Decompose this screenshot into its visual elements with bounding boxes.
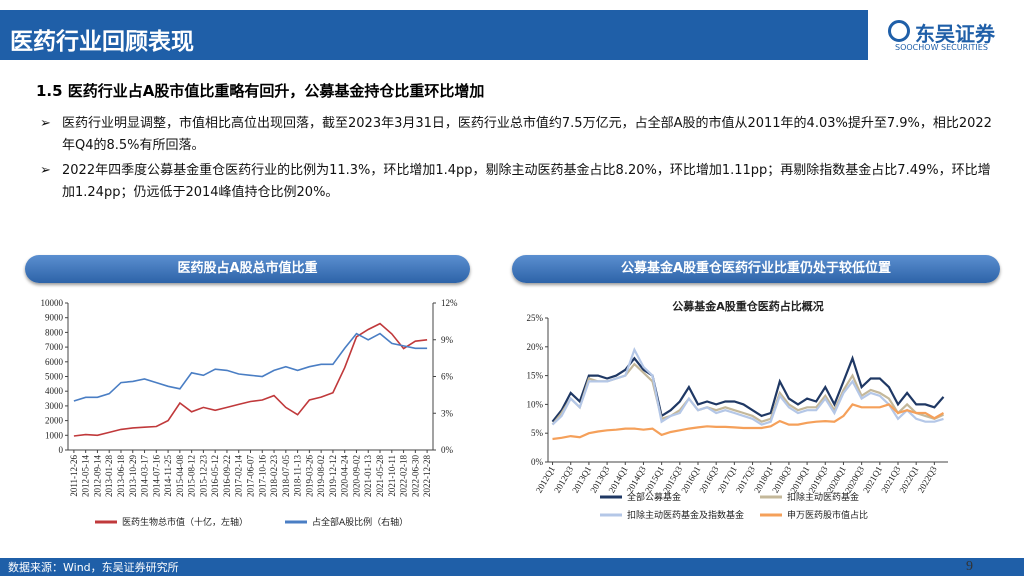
logo-icon [888, 20, 910, 42]
x-tick-label: 2015-08-12 [187, 455, 197, 497]
legend-label: 申万医药股市值占比 [787, 509, 868, 521]
legend-label: 全部公募基金 [627, 491, 681, 503]
series-line [73, 322, 428, 437]
x-tick-label: 2016-05-12 [210, 455, 220, 497]
x-tick-label: 2019-03-26 [304, 455, 314, 497]
y2-tick-label: 6% [441, 372, 454, 382]
x-tick-label: 2013-06-18 [116, 455, 126, 497]
x-tick-label: 2020-09-02 [351, 455, 361, 497]
source-note: 数据来源：Wind，东吴证券研究所 [8, 561, 179, 574]
header-bar [0, 10, 868, 60]
y2-tick-label: 12% [441, 298, 458, 308]
x-tick-label: 2019-12-12 [328, 455, 338, 497]
legend-label: 扣除主动医药基金及指数基金 [627, 509, 744, 521]
chart: 0 1000 2000 3000 4000 5000 6000 7000 8000 9000 100… [41, 298, 459, 528]
x-tick-label: 2018-02-23 [269, 455, 279, 497]
x-tick-label: 2015-04-08 [175, 455, 185, 497]
y2-tick-label: 3% [441, 408, 454, 418]
x-tick-label: 2018-07-05 [281, 455, 291, 497]
series-line [551, 346, 944, 426]
series-line [73, 332, 428, 402]
y-tick-label: 8000 [45, 327, 64, 337]
logo-subtitle: SOOCHOW SECURITIES [895, 43, 988, 52]
y-tick-label: 6000 [45, 357, 64, 367]
y-tick-label: 10000 [41, 298, 64, 308]
legend-label: 扣除主动医药基金 [787, 491, 859, 503]
y-tick-label: 2000 [45, 416, 64, 426]
x-tick-label: 2017-06-07 [246, 455, 256, 497]
x-tick-label: 2021-05-28 [375, 455, 385, 497]
legend-label: 占全部A股比例（右轴） [312, 516, 408, 528]
x-tick-label: 2021-10-11 [387, 455, 397, 497]
x-tick-label: 2013-01-28 [104, 455, 114, 497]
y-tick-label: 9000 [45, 313, 64, 323]
y-tick-label: 7000 [45, 342, 64, 352]
x-tick-label: 2017-02-14 [234, 455, 244, 497]
footer-bar [0, 558, 1024, 576]
y-tick-label: 15% [527, 371, 544, 381]
x-tick-label: 2011-12-26 [69, 455, 79, 497]
x-tick-label: 2012-05-14 [81, 455, 91, 497]
logo-name: 东吴证券 [915, 22, 995, 46]
x-tick-label: 2017-10-16 [257, 455, 267, 497]
x-tick-label: 2014-07-16 [151, 455, 161, 497]
x-tick-label: 2022-06-30 [410, 455, 420, 497]
bullet: 2022年四季度公募基金重仓医药行业的比例为11.3%，环比增加1.4pp，剔除… [40, 160, 1000, 204]
y-tick-label: 5000 [45, 372, 64, 382]
x-tick-label: 2013-10-29 [128, 455, 138, 497]
y-tick-label: 20% [527, 342, 544, 352]
header-title: 医药行业回顾表现 [10, 29, 194, 55]
x-tick-label: 2022-02-18 [399, 455, 409, 497]
y-tick-label: 0 [59, 445, 64, 455]
x-tick-label: 2021-01-13 [363, 455, 373, 497]
y2-tick-label: 9% [441, 335, 454, 345]
y-tick-label: 5% [531, 428, 544, 438]
panel-title: 医药股占A股总市值比重 [25, 255, 470, 283]
series-line [551, 354, 945, 423]
series-line [551, 362, 944, 426]
legend-label: 医药生物总市值（十亿，左轴） [122, 516, 248, 528]
y-tick-label: 1000 [45, 430, 64, 440]
x-tick-label: 2012-09-14 [92, 455, 102, 497]
chart-title: 公募基金A股重仓医药占比概况 [672, 299, 824, 313]
x-tick-label: 2020-04-24 [340, 455, 350, 497]
x-tick-label: 2019-08-02 [316, 455, 326, 497]
y-tick-label: 0% [531, 457, 544, 467]
section-title: 1.5 医药行业占A股市值比重略有回升，公募基金持仓比重环比增加 [36, 82, 485, 100]
page-number: 9 [966, 559, 973, 574]
chart: 公募基金A股重仓医药占比概况0%5%10%15%20%25%2012Q12012… [527, 299, 948, 521]
x-tick-label: 2018-11-13 [293, 455, 303, 497]
x-tick-label: 2014-11-25 [163, 455, 173, 497]
y2-tick-label: 0% [441, 445, 454, 455]
panel-title: 公募基金A股重仓医药行业比重仍处于较低位置 [512, 255, 1000, 283]
y-tick-label: 25% [527, 313, 544, 323]
x-tick-label: 2022-12-28 [422, 455, 432, 497]
y-tick-label: 4000 [45, 386, 64, 396]
series-line [552, 403, 945, 441]
x-tick-label: 2016-09-22 [222, 455, 232, 497]
bullet: 医药行业明显调整，市值相比高位出现回落，截至2023年3月31日，医药行业总市值… [40, 113, 1000, 157]
y-tick-label: 3000 [45, 401, 64, 411]
x-tick-label: 2015-12-23 [198, 455, 208, 497]
x-tick-label: 2014-03-17 [140, 455, 150, 497]
y-tick-label: 10% [527, 399, 544, 409]
